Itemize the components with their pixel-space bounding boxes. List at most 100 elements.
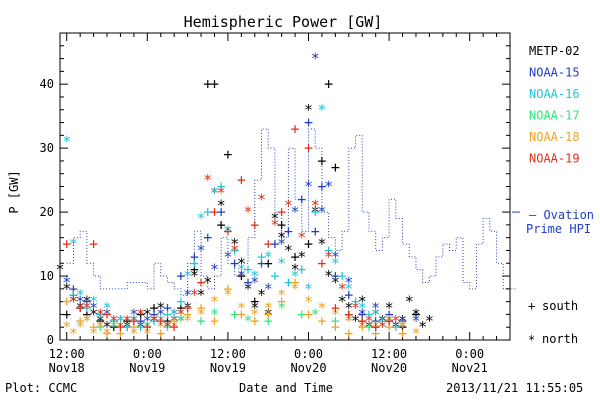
point-north: * [264,248,273,266]
point-north: * [69,325,78,343]
point-north: * [230,241,239,259]
point-south: + [358,318,367,336]
point-north: * [183,299,192,317]
point-north: * [331,248,340,266]
point-north: * [385,299,394,317]
point-south: + [264,254,273,272]
point-north: * [398,318,407,336]
point-south: + [277,293,286,311]
point-north: * [143,318,152,336]
point-south: + [96,305,105,323]
ovation-label-line1: — Ovation [529,208,594,222]
point-south: + [304,139,313,157]
point-south: + [197,312,206,330]
point-north: * [378,318,387,336]
point-north: * [364,312,373,330]
point-south: + [324,241,333,259]
point-north: * [250,267,259,285]
point-south: + [378,312,387,330]
point-north: * [277,254,286,272]
plot-credit: Plot: CCMC [5,381,77,395]
point-north: * [55,261,64,279]
legend-entry: NOAA-17 [529,109,580,123]
point-north: * [244,203,253,221]
y-tick-label: 20 [40,205,54,219]
point-north: * [284,197,293,215]
point-south: + [96,305,105,323]
point-south: + [317,178,326,196]
point-south: + [291,248,300,266]
point-south: + [277,203,286,221]
point-north: * [324,248,333,266]
point-south: + [411,305,420,323]
point-north: * [197,241,206,259]
point-south: + [190,248,199,266]
tick-labels: 01020304012:00Nov180:00Nov1912:00Nov190:… [40,77,488,375]
point-south: + [210,203,219,221]
point-north: * [304,293,313,311]
point-south: + [344,325,353,343]
point-north: * [385,312,394,330]
point-north: * [197,286,206,304]
point-south: + [250,312,259,330]
point-south: + [317,312,326,330]
point-south: + [344,305,353,323]
point-south: + [237,305,246,323]
point-south: + [82,293,91,311]
point-south: + [210,75,219,93]
point-south: + [244,261,253,279]
y-tick-label: 10 [40,269,54,283]
point-north: * [277,235,286,253]
point-north: * [358,293,367,311]
point-south: + [62,305,71,323]
point-north: * [143,305,152,323]
point-south: + [156,325,165,343]
x-tick-label-date: Nov20 [371,361,407,375]
point-north: * [291,280,300,298]
point-south: + [297,261,306,279]
point-north: * [217,197,226,215]
point-south: + [351,293,360,311]
point-north: * [297,229,306,247]
y-tick-label: 30 [40,141,54,155]
point-south: + [197,299,206,317]
point-north: * [264,280,273,298]
legend-entry: NOAA-16 [529,87,580,101]
legend-entry: NOAA-19 [529,152,580,166]
point-north: * [311,203,320,221]
point-north: * [317,203,326,221]
x-tick-label-date: Nov19 [129,361,165,375]
point-south: + [364,305,373,323]
north-symbol: * [528,333,535,347]
point-south: + [163,305,172,323]
point-north: * [344,312,353,330]
point-north: * [250,299,259,317]
point-north: * [371,305,380,323]
x-tick-label-date: Nov20 [290,361,326,375]
point-south: + [129,312,138,330]
point-north: * [237,267,246,285]
point-north: * [385,312,394,330]
point-north: * [358,318,367,336]
point-south: + [223,146,232,164]
point-north: * [123,312,132,330]
point-south: + [170,318,179,336]
point-north: * [143,312,152,330]
point-north: * [190,267,199,285]
point-south: + [331,299,340,317]
point-south: + [270,267,279,285]
point-north: * [176,312,185,330]
point-north: * [331,254,340,272]
point-south: + [371,318,380,336]
point-north: * [96,305,105,323]
point-north: * [358,299,367,317]
point-south: + [331,312,340,330]
point-north: * [89,305,98,323]
point-north: * [311,50,320,68]
point-south: + [223,280,232,298]
point-north: * [62,280,71,298]
x-tick-label-time: 12:00 [210,347,246,361]
point-north: * [82,299,91,317]
point-south: + [116,325,125,343]
point-north: * [150,312,159,330]
